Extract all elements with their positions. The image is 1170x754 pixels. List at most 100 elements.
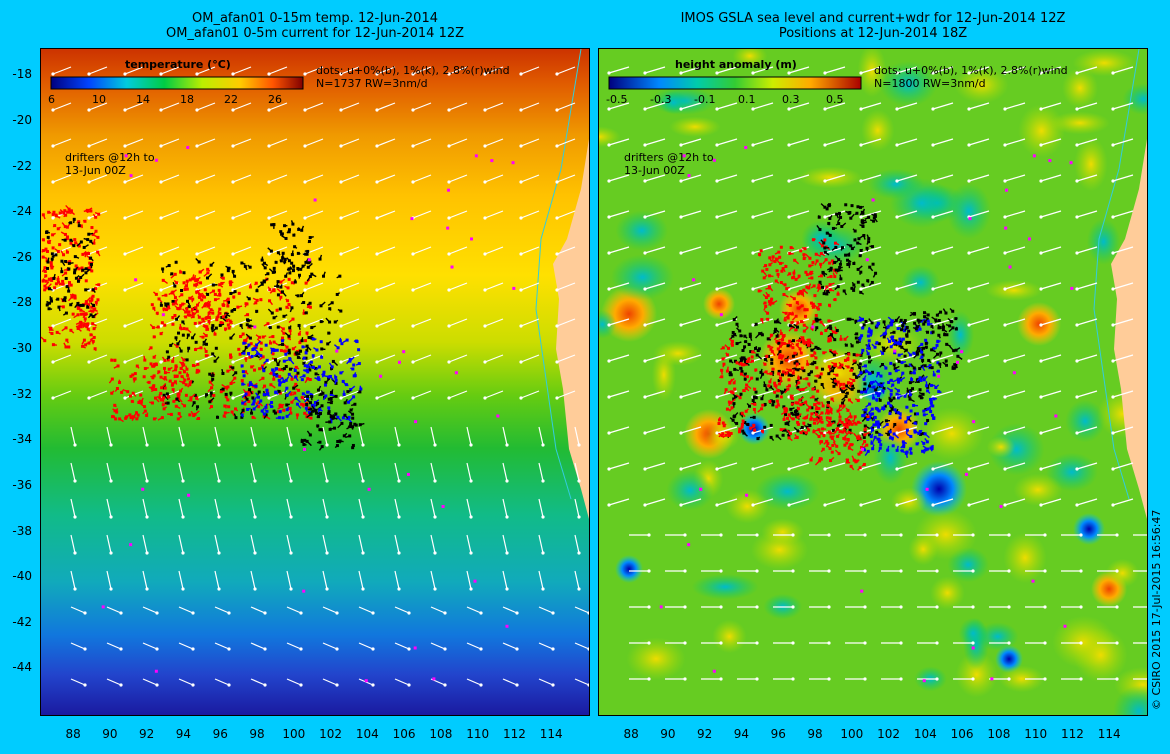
drifter-dot (173, 301, 177, 305)
arrow-head (967, 143, 971, 147)
drifter-dot (87, 232, 91, 236)
drifter-dot (181, 302, 185, 306)
drifter-dot (129, 543, 133, 547)
drifter-dot (92, 303, 96, 307)
drifter-dot (779, 428, 783, 432)
drifter-dot (91, 294, 95, 298)
drifter-dot (818, 228, 822, 232)
drifter-dot (781, 433, 785, 437)
drifter-dot (814, 356, 818, 360)
drifter-dot (91, 315, 95, 319)
drifter-dot (845, 384, 849, 388)
drifter-dot (79, 308, 83, 312)
arrow-head (159, 360, 163, 364)
drifter-dot (306, 249, 310, 253)
drifter-dot (41, 238, 45, 242)
arrow-head (253, 551, 257, 555)
current-arrow (412, 318, 432, 327)
drifter-dot (166, 395, 170, 399)
drifter-dot (778, 349, 782, 353)
drifter-dot (328, 427, 332, 431)
arrow-head (375, 288, 379, 292)
drifter-dot (191, 312, 195, 316)
drifter-dot (211, 373, 215, 377)
drifter-dot (780, 360, 784, 364)
arrow-head (967, 431, 971, 435)
current-arrow (340, 102, 360, 111)
current-arrow (824, 354, 846, 362)
drifter-dot (262, 393, 266, 397)
drifter-dot (304, 356, 308, 360)
drifter-dot (795, 343, 799, 347)
current-arrow (430, 534, 436, 554)
drifter-dot (62, 298, 66, 302)
drifter-dot (816, 346, 820, 350)
anomaly-patch (1062, 67, 1099, 109)
drifter-dot (227, 300, 231, 304)
current-arrow (644, 354, 666, 362)
drifter-dot (849, 216, 853, 220)
drifter-dot (767, 354, 771, 358)
drifter-dot (336, 346, 340, 350)
arrow-head (971, 569, 975, 573)
drifter-dot (304, 281, 308, 285)
current-arrow (484, 174, 504, 183)
drifter-dot (813, 361, 817, 365)
current-arrow (412, 246, 432, 255)
drifter-dot (287, 372, 291, 376)
drifter-dot (847, 253, 851, 257)
drifter-dot (213, 298, 217, 302)
drifter-dot (793, 410, 797, 414)
arrow-head (823, 107, 827, 111)
arrow-head (447, 216, 451, 220)
drifter-dot (282, 314, 286, 318)
current-arrow (752, 462, 774, 470)
current-arrow (394, 498, 400, 518)
current-arrow (322, 534, 328, 554)
arrow-head (541, 515, 545, 519)
drifter-dot (316, 376, 320, 380)
drifter-dot (825, 207, 829, 211)
drifter-dot (248, 355, 252, 359)
current-arrow (304, 138, 324, 147)
drifter-dot (800, 425, 804, 429)
arrow-head (895, 431, 899, 435)
arrow-head (325, 515, 329, 519)
drifter-dot (778, 255, 782, 259)
drifter-dot (305, 349, 309, 353)
drifter-dot (143, 405, 147, 409)
drifter-dot (282, 408, 286, 412)
arrow-head (159, 180, 163, 184)
drifter-dot (741, 429, 745, 433)
arrow-head (217, 479, 221, 483)
drifter-dot (211, 324, 215, 328)
drifter-dot (813, 421, 817, 425)
drifter-dot (307, 410, 311, 414)
drifter-dot (118, 417, 122, 421)
drifter-dot (808, 256, 812, 260)
drifter-dot (52, 276, 56, 280)
drifter-dot (769, 347, 773, 351)
drifter-dot (240, 261, 244, 265)
anomaly-patch (1065, 399, 1105, 443)
current-arrow (52, 66, 72, 75)
drifter-dot (882, 335, 886, 339)
drifter-dot (787, 433, 791, 437)
drifter-dot (764, 295, 768, 299)
drifter-dot (154, 387, 158, 391)
current-arrow (70, 570, 76, 590)
drifter-dot (77, 244, 81, 248)
drifter-dot (192, 414, 196, 418)
drifter-dot (88, 261, 92, 265)
current-arrow (232, 282, 252, 291)
current-arrow (376, 174, 396, 183)
drifter-dot (174, 374, 178, 378)
current-arrow (484, 102, 504, 111)
drifter-dot (291, 317, 295, 321)
drifter-dot (278, 368, 282, 372)
arrow-head (289, 587, 293, 591)
drifter-dot (855, 332, 859, 336)
current-arrow (1004, 426, 1026, 434)
arrow-head (967, 467, 971, 471)
drifter-dot (200, 298, 204, 302)
